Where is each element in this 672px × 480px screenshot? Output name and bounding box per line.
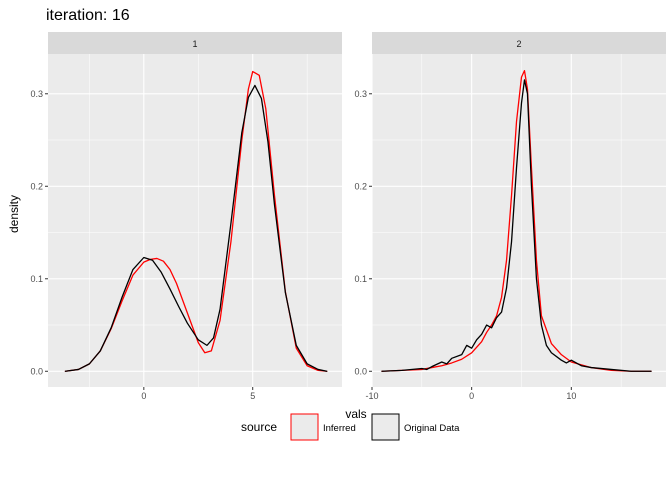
x-tick-label: 0 — [141, 391, 146, 401]
strip-background — [48, 32, 342, 54]
legend-label: Inferred — [323, 423, 356, 434]
strip-background — [372, 32, 666, 54]
series-line-original-data — [381, 79, 652, 372]
x-tick-label: 0 — [469, 391, 474, 401]
legend-key-swatch — [371, 413, 400, 441]
legend-label: Original Data — [404, 423, 460, 434]
x-axis-title: vals — [345, 407, 366, 421]
series-line-inferred — [64, 70, 328, 372]
y-tick-label: 0.2 — [30, 181, 43, 191]
y-tick-label: 0.0 — [30, 366, 43, 376]
series-line-original-data — [64, 84, 328, 372]
x-tick-label: 10 — [566, 391, 576, 401]
y-tick-label: 0.3 — [354, 89, 367, 99]
chart-title: iteration: 16 — [46, 7, 130, 24]
y-tick-label: 0.1 — [354, 274, 367, 284]
strip-label: 1 — [192, 39, 197, 49]
facet-panel-2: 2 0.0 0.1 0.2 0.3 -10 0 10 — [354, 32, 666, 401]
x-tick-label: -10 — [365, 391, 378, 401]
facet-panels: 1 0.0 0.1 0.2 0.3 0 5 2 0.0 0.1 0.2 0.3 -10 0 10 — [30, 32, 666, 401]
x-tick-label: 5 — [250, 391, 255, 401]
y-tick-label: 0.3 — [30, 89, 43, 99]
series-line-inferred — [381, 70, 652, 372]
y-tick-label: 0.0 — [354, 366, 367, 376]
legend-item-original-data: Original Data — [371, 413, 460, 441]
legend-title: source — [241, 420, 277, 434]
y-axis-title: density — [7, 195, 21, 233]
facet-panel-1: 1 0.0 0.1 0.2 0.3 0 5 — [30, 32, 342, 401]
legend-key-swatch — [290, 413, 319, 441]
legend-item-inferred: Inferred — [290, 413, 356, 441]
y-tick-label: 0.1 — [30, 274, 43, 284]
panel-background — [48, 54, 342, 387]
y-tick-label: 0.2 — [354, 181, 367, 191]
legend: source Inferred Original Data — [241, 413, 460, 441]
legend-keys: Inferred Original Data — [290, 413, 460, 441]
panel-background — [372, 54, 666, 387]
strip-label: 2 — [516, 39, 521, 49]
